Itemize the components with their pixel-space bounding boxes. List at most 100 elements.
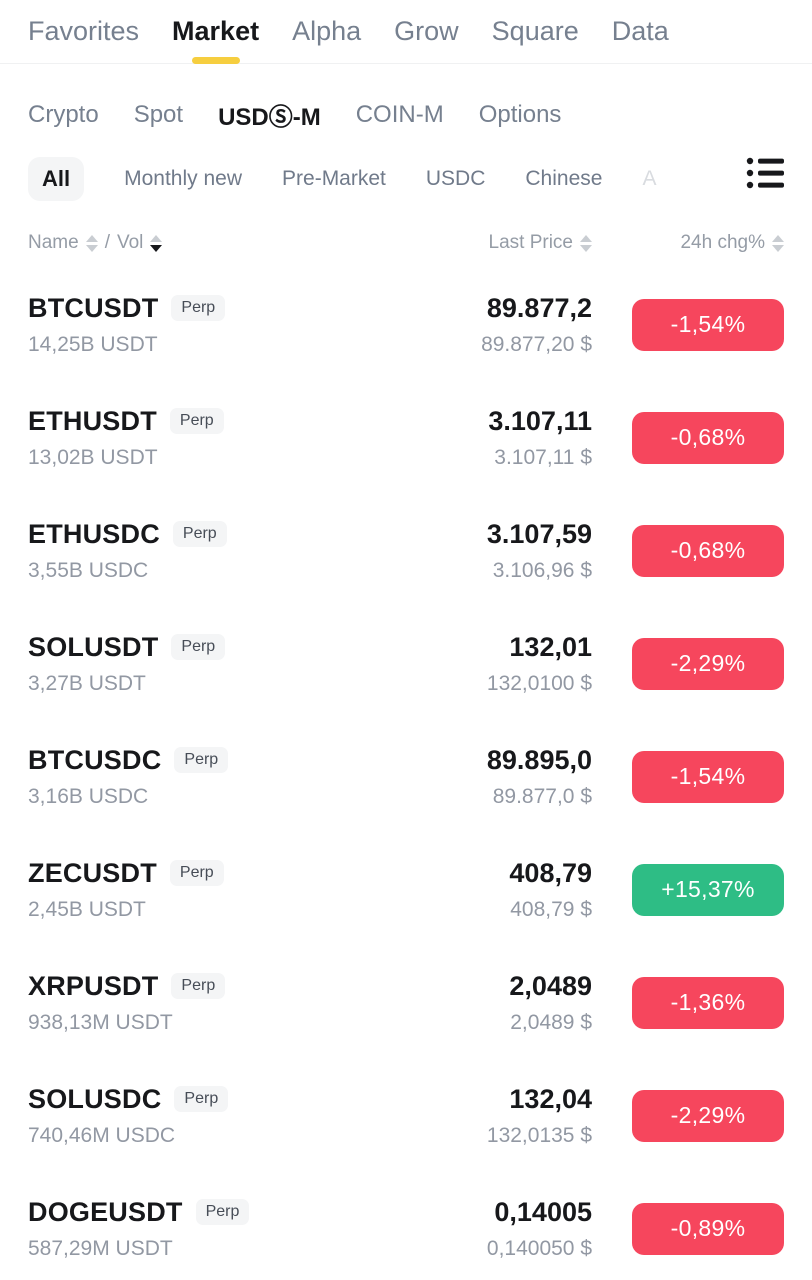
pair-cell: ETHUSDT Perp 13,02B USDT (28, 406, 417, 470)
change-cell: -0,68% (632, 524, 784, 577)
table-row[interactable]: ETHUSDT Perp 13,02B USDT 3.107,11 3.107,… (0, 381, 812, 494)
change-cell: +15,37% (632, 863, 784, 916)
sort-change-icon[interactable] (772, 234, 784, 252)
table-row[interactable]: SOLUSDT Perp 3,27B USDT 132,01 132,0100 … (0, 607, 812, 720)
volume-label: 938,13M USDT (28, 1010, 173, 1034)
pair-symbol: XRPUSDT (28, 970, 159, 1001)
volume-label: 3,55B USDC (28, 558, 149, 582)
table-row[interactable]: DOGEUSDT Perp 587,29M USDT 0,14005 0,140… (0, 1172, 812, 1280)
change-cell: -2,29% (632, 637, 784, 690)
price-cell: 89.895,0 89.877,0 $ (417, 745, 592, 809)
pair-cell: ETHUSDC Perp 3,55B USDC (28, 519, 417, 583)
header-24h-change[interactable]: 24h chg% (680, 232, 765, 253)
sort-last-price-icon[interactable] (580, 234, 592, 252)
filter-chip-usdc[interactable]: USDC (425, 167, 486, 190)
table-row[interactable]: ZECUSDT Perp 2,45B USDT 408,79 408,79 $ … (0, 833, 812, 946)
pair-cell: BTCUSDC Perp 3,16B USDC (28, 745, 417, 809)
pair-symbol: DOGEUSDT (28, 1196, 183, 1227)
filter-chip-chinese[interactable]: Chinese (525, 167, 603, 190)
tab-market-label: Market (172, 16, 260, 46)
volume-label: 587,29M USDT (28, 1236, 173, 1260)
price-cell: 3.107,11 3.107,11 $ (417, 406, 592, 470)
tab-grow[interactable]: Grow (394, 16, 459, 46)
pair-cell: ZECUSDT Perp 2,45B USDT (28, 858, 417, 922)
price-cell: 3.107,59 3.106,96 $ (417, 519, 592, 583)
tab-market[interactable]: Market (172, 14, 260, 64)
filter-chip-all[interactable]: All (28, 157, 85, 201)
sort-vol-icon[interactable] (150, 234, 163, 252)
pair-symbol: ETHUSDC (28, 518, 160, 549)
change-cell: -1,54% (632, 750, 784, 803)
tab-data[interactable]: Data (611, 16, 669, 46)
change-badge[interactable]: -2,29% (632, 637, 784, 690)
filter-bar: All Monthly new Pre-Market USDC Chinese … (0, 132, 812, 204)
last-price-usd: 408,79 $ (510, 897, 592, 921)
pair-cell: XRPUSDT Perp 938,13M USDT (28, 971, 417, 1035)
last-price: 2,0489 (509, 970, 592, 1001)
volume-label: 13,02B USDT (28, 445, 158, 469)
pair-symbol: SOLUSDT (28, 631, 159, 662)
price-cell: 89.877,2 89.877,20 $ (417, 293, 592, 357)
header-last-price[interactable]: Last Price (488, 232, 573, 253)
change-badge[interactable]: +15,37% (632, 863, 784, 916)
subtab-spot[interactable]: Spot (133, 100, 184, 128)
list-icon (746, 157, 784, 189)
last-price: 0,14005 (494, 1196, 592, 1227)
table-row[interactable]: BTCUSDC Perp 3,16B USDC 89.895,0 89.877,… (0, 720, 812, 833)
last-price: 89.895,0 (486, 744, 592, 775)
last-price-usd: 0,140050 $ (486, 1236, 592, 1260)
category-list-button[interactable] (740, 156, 786, 195)
table-row[interactable]: SOLUSDC Perp 740,46M USDC 132,04 132,013… (0, 1059, 812, 1172)
last-price-usd: 132,0100 $ (486, 671, 592, 695)
pair-symbol: ETHUSDT (28, 405, 157, 436)
pair-cell: BTCUSDT Perp 14,25B USDT (28, 293, 417, 357)
perp-badge: Perp (174, 1086, 229, 1112)
price-cell: 408,79 408,79 $ (417, 858, 592, 922)
tab-square[interactable]: Square (491, 16, 579, 46)
last-price: 132,01 (509, 631, 592, 662)
volume-label: 3,27B USDT (28, 671, 146, 695)
market-list: BTCUSDT Perp 14,25B USDT 89.877,2 89.877… (0, 268, 812, 1280)
perp-badge: Perp (195, 1199, 250, 1225)
filter-chip-truncated[interactable]: A (642, 167, 657, 190)
pair-symbol: BTCUSDC (28, 744, 162, 775)
pair-cell: SOLUSDC Perp 740,46M USDC (28, 1084, 417, 1148)
last-price-usd: 3.106,96 $ (492, 558, 592, 582)
change-badge[interactable]: -2,29% (632, 1089, 784, 1142)
last-price-usd: 2,0489 $ (510, 1010, 592, 1034)
pair-cell: DOGEUSDT Perp 587,29M USDT (28, 1197, 417, 1261)
pair-cell: SOLUSDT Perp 3,27B USDT (28, 632, 417, 696)
change-badge[interactable]: -1,36% (632, 976, 784, 1029)
change-badge[interactable]: -0,89% (632, 1202, 784, 1255)
table-row[interactable]: BTCUSDT Perp 14,25B USDT 89.877,2 89.877… (0, 268, 812, 381)
header-separator: / (104, 232, 110, 253)
top-nav: Favorites Market Alpha Grow Square Data (0, 0, 812, 64)
market-subnav: Crypto Spot USDⓈ-M COIN-M Options (0, 64, 812, 132)
price-cell: 132,04 132,0135 $ (417, 1084, 592, 1148)
perp-badge: Perp (169, 408, 224, 434)
change-cell: -1,36% (632, 976, 784, 1029)
table-row[interactable]: XRPUSDT Perp 938,13M USDT 2,0489 2,0489 … (0, 946, 812, 1059)
subtab-coin-m[interactable]: COIN-M (355, 100, 444, 128)
change-badge[interactable]: -1,54% (632, 298, 784, 351)
table-row[interactable]: ETHUSDC Perp 3,55B USDC 3.107,59 3.106,9… (0, 494, 812, 607)
tab-favorites[interactable]: Favorites (28, 16, 140, 46)
change-badge[interactable]: -0,68% (632, 411, 784, 464)
change-badge[interactable]: -1,54% (632, 750, 784, 803)
perp-badge: Perp (174, 747, 229, 773)
subtab-options[interactable]: Options (478, 100, 562, 128)
change-cell: -0,89% (632, 1202, 784, 1255)
subtab-usds-m[interactable]: USDⓈ-M (218, 104, 321, 131)
header-name[interactable]: Name (28, 232, 79, 253)
tab-alpha[interactable]: Alpha (292, 16, 362, 46)
header-vol[interactable]: Vol (116, 232, 144, 253)
price-cell: 132,01 132,0100 $ (417, 632, 592, 696)
sort-name-icon[interactable] (85, 234, 98, 252)
last-price: 3.107,11 (488, 405, 592, 436)
subtab-crypto[interactable]: Crypto (28, 100, 99, 128)
change-badge[interactable]: -0,68% (632, 524, 784, 577)
filter-chip-monthly-new[interactable]: Monthly new (124, 167, 243, 190)
last-price-usd: 3.107,11 $ (494, 445, 592, 469)
perp-badge: Perp (171, 295, 226, 321)
filter-chip-pre-market[interactable]: Pre-Market (282, 167, 386, 190)
